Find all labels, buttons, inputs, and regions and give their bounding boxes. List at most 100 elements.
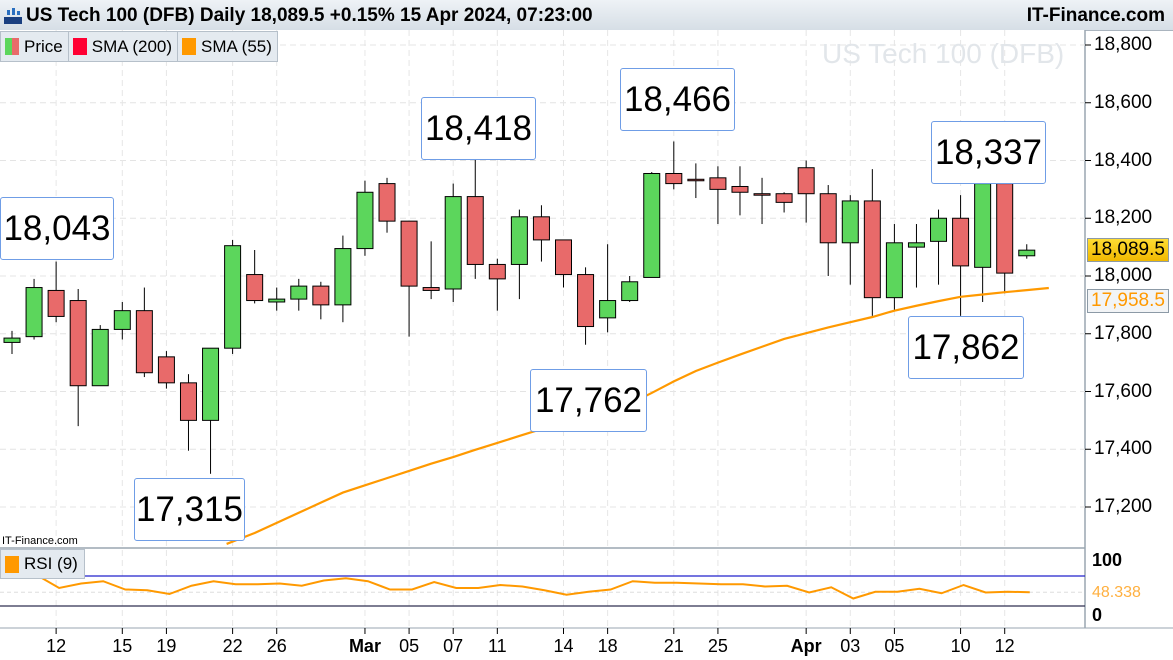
candle-up [621, 281, 639, 302]
candle-down [731, 185, 749, 193]
candle-down [952, 217, 970, 267]
chart-title: US Tech 100 (DFB) Daily 18,089.5 +0.15% … [26, 5, 593, 26]
candle-up [841, 200, 859, 244]
candle-down [687, 178, 705, 182]
x-tick-label: 11 [488, 636, 507, 656]
candle-down [555, 239, 572, 276]
last-price-label: 18,089.5 [1087, 238, 1169, 262]
x-tick-label: 05 [884, 636, 904, 656]
annotation-label: 17,762 [530, 369, 647, 432]
y-tick-label: 18,400 [1094, 149, 1153, 171]
x-tick-label: 12 [995, 636, 1015, 656]
y-tick-label: 18,000 [1094, 265, 1153, 286]
candle-down [312, 285, 330, 306]
candle-up [1018, 249, 1036, 257]
x-tick-label: 22 [223, 636, 243, 656]
legend-sma200[interactable]: SMA (200) [69, 32, 179, 61]
y-tick-label: 17,200 [1094, 496, 1153, 517]
legend-label: SMA (55) [201, 36, 272, 56]
candle-down [996, 183, 1014, 274]
candle-down [400, 220, 418, 287]
candle-down [422, 287, 440, 291]
candle-down [797, 167, 815, 195]
candle-up [113, 310, 131, 330]
x-tick-label: 07 [443, 636, 463, 656]
demo-candles-icon [4, 8, 22, 24]
annotation-label: 17,315 [134, 478, 245, 541]
rsi-legend[interactable]: RSI (9) [0, 549, 85, 579]
sma200-swatch-icon [72, 38, 87, 55]
legend-label: RSI (9) [24, 554, 78, 573]
candle-down [488, 263, 506, 280]
candle-down [532, 216, 550, 241]
rsi-swatch-icon [5, 555, 19, 573]
annotation-label: 18,043 [0, 197, 114, 260]
candle-up [334, 248, 352, 306]
candle-up [290, 285, 308, 300]
candle-up [444, 196, 462, 290]
legend-label: SMA (200) [91, 36, 173, 56]
x-tick-label: 03 [840, 636, 860, 656]
source-label: IT-Finance.com [2, 535, 78, 547]
candle-up [885, 242, 903, 299]
x-tick-label: 12 [46, 636, 66, 656]
x-tick-label: Apr [791, 636, 822, 656]
x-tick-label: 15 [112, 636, 132, 656]
candle-up [643, 172, 661, 278]
x-tick-label: 19 [156, 636, 176, 656]
legend-price[interactable]: Price [1, 32, 69, 61]
x-tick-label: 05 [399, 636, 419, 656]
rsi-y-tick-label: 0 [1092, 605, 1102, 625]
y-tick-label: 18,600 [1094, 91, 1153, 113]
price-panel [0, 30, 1085, 548]
y-tick-label: 18,800 [1094, 34, 1153, 55]
candle-down [378, 183, 396, 222]
candle-down [665, 172, 683, 185]
price-swatch-icon [5, 38, 19, 55]
x-tick-label: 21 [664, 636, 684, 656]
candle-down [246, 274, 264, 302]
candle-up [3, 337, 21, 343]
candle-up [907, 242, 925, 248]
y-tick-label: 17,800 [1094, 322, 1153, 344]
candle-up [268, 298, 286, 303]
rsi-y-tick-label: 100 [1092, 550, 1122, 570]
candle-up [91, 328, 109, 387]
candle-up [25, 287, 43, 338]
watermark-title: US Tech 100 (DFB) [822, 38, 1065, 69]
x-tick-label: 26 [267, 636, 287, 656]
candle-up [510, 216, 528, 265]
candle-down [466, 196, 484, 265]
candle-down [157, 356, 175, 384]
x-tick-label: 25 [708, 636, 728, 656]
candle-down [69, 300, 87, 387]
candle-down [753, 193, 771, 196]
annotation-label: 18,418 [421, 97, 536, 160]
candle-up [974, 183, 992, 268]
chart-header: US Tech 100 (DFB) Daily 18,089.5 +0.15% … [0, 0, 1173, 31]
x-tick-label: 10 [951, 636, 971, 656]
candle-up [599, 300, 617, 319]
candle-down [577, 274, 595, 328]
candle-down [135, 310, 153, 374]
candle-down [863, 200, 881, 299]
y-tick-label: 18,200 [1094, 207, 1153, 229]
annotation-label: 18,337 [931, 121, 1046, 184]
candle-down [709, 177, 727, 190]
candle-down [819, 193, 837, 244]
candle-up [224, 245, 242, 349]
x-tick-label: 18 [598, 636, 618, 656]
candle-up [202, 347, 220, 421]
y-tick-label: 17,600 [1094, 380, 1153, 402]
annotation-label: 17,862 [908, 316, 1024, 379]
sma55-price-label: 17,958.5 [1087, 289, 1169, 313]
legend-sma55[interactable]: SMA (55) [178, 32, 277, 61]
x-tick-label: 14 [553, 636, 573, 656]
candle-down [179, 382, 197, 421]
candle-up [930, 217, 948, 242]
legend-label: Price [24, 36, 63, 56]
annotation-label: 18,466 [620, 68, 735, 131]
legend: Price SMA (200) SMA (55) [0, 31, 278, 62]
candle-up [356, 191, 374, 250]
